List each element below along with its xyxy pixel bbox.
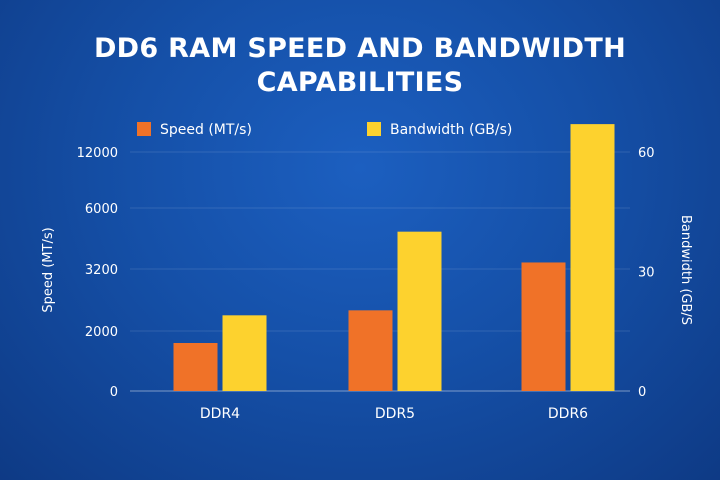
bar-bandwidth-ddr5	[397, 231, 442, 391]
right-tick-label: 0	[638, 385, 646, 400]
chart-title: DD6 RAM SPEED AND BANDWIDTH CAPABILITIES	[0, 32, 720, 100]
left-axis-ticks: 0 2000 3200 6000 12000	[77, 146, 118, 400]
left-tick-label: 2000	[85, 325, 118, 340]
category-label: DDR4	[200, 406, 240, 422]
legend-label-bandwidth: Bandwidth (GB/s)	[390, 122, 512, 138]
legend-swatch-bandwidth	[367, 122, 381, 136]
bar-speed-ddr6	[521, 262, 566, 391]
bars	[173, 124, 615, 391]
bar-speed-ddr4	[173, 343, 218, 391]
right-axis-title: Bandwidth (GB/S	[678, 215, 693, 325]
right-tick-label: 60	[638, 146, 655, 161]
category-labels: DDR4 DDR5 DDR6	[200, 406, 588, 422]
chart-title-line-2: CAPABILITIES	[256, 67, 464, 98]
category-label: DDR6	[548, 406, 588, 422]
left-tick-label: 3200	[85, 263, 118, 278]
bar-speed-ddr5	[348, 310, 393, 391]
right-tick-label: 30	[638, 266, 655, 281]
category-label: DDR5	[375, 406, 415, 422]
left-tick-label: 6000	[85, 202, 118, 217]
chart-title-line-1: DD6 RAM SPEED AND BANDWIDTH	[93, 33, 627, 64]
right-axis-ticks: 0 30 60	[638, 146, 655, 400]
bar-bandwidth-ddr6	[570, 124, 615, 391]
left-tick-label: 0	[110, 385, 118, 400]
legend-label-speed: Speed (MT/s)	[160, 122, 252, 138]
bar-bandwidth-ddr4	[222, 315, 267, 391]
left-axis-title: Speed (MT/s)	[41, 227, 56, 312]
left-tick-label: 12000	[77, 146, 118, 161]
legend-swatch-speed	[137, 122, 151, 136]
legend: Speed (MT/s) Bandwidth (GB/s)	[137, 122, 512, 138]
